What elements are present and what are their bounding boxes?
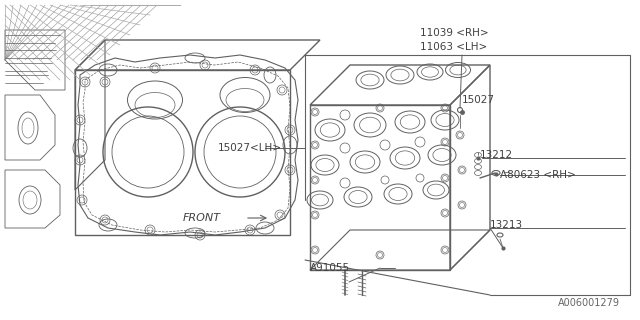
Text: 11039 <RH>: 11039 <RH>	[420, 28, 488, 38]
Text: 13212: 13212	[480, 150, 513, 160]
Text: 11063 <LH>: 11063 <LH>	[420, 42, 487, 52]
Text: A91055: A91055	[310, 263, 350, 273]
Text: 13213: 13213	[490, 220, 523, 230]
Text: FRONT: FRONT	[183, 213, 221, 223]
Text: 15027: 15027	[462, 95, 495, 105]
Text: 15027<LH>: 15027<LH>	[218, 143, 282, 153]
Text: A80623 <RH>: A80623 <RH>	[500, 170, 576, 180]
Text: A006001279: A006001279	[558, 298, 620, 308]
